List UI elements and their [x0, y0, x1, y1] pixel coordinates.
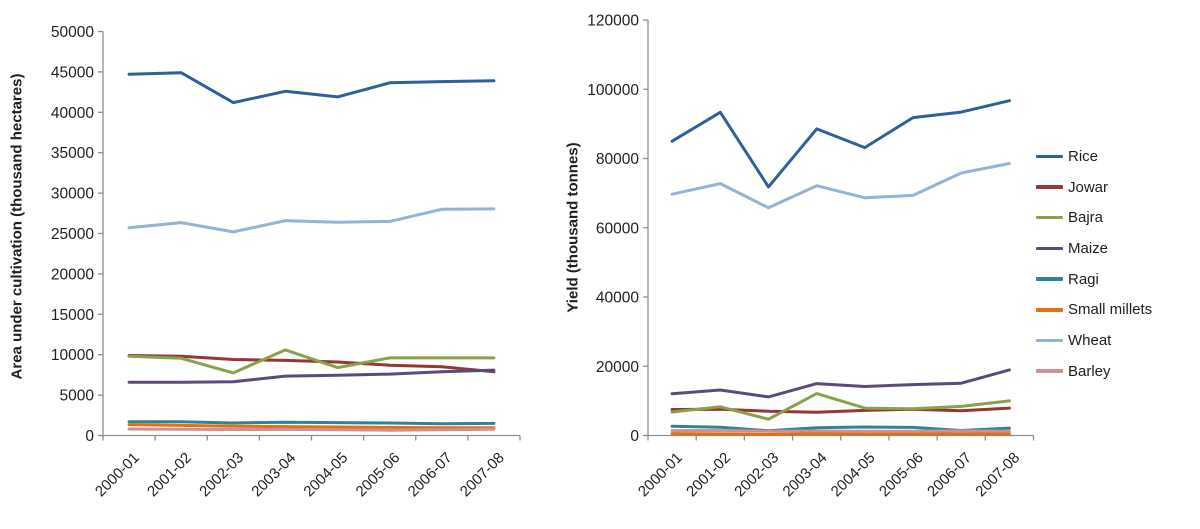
barley-line: [670, 429, 1011, 433]
y-tick-label: 5000: [60, 388, 95, 405]
yield-chart-y-axis-title: Yield (thousand tonnes): [564, 142, 582, 313]
x-tick-label: 2007-08: [457, 449, 508, 500]
y-tick-label: 40000: [596, 290, 639, 307]
legend-marker-line: [1036, 308, 1063, 312]
y-tick-label: 120000: [587, 13, 639, 30]
legend-marker-line: [1036, 215, 1063, 220]
y-tick-label: 10000: [51, 347, 94, 364]
legend-marker-line: [1036, 246, 1063, 251]
y-tick-label: 35000: [51, 145, 94, 162]
small-millets-line: [670, 432, 1011, 436]
x-tick-label: 2000-01: [92, 449, 143, 500]
x-tick-label: 2007-08: [972, 449, 1023, 500]
x-tick-label: 2006-07: [924, 449, 975, 500]
x-tick-label: 2004-05: [828, 449, 879, 500]
legend-label: Ragi: [1068, 270, 1099, 288]
y-tick-label: 20000: [596, 359, 639, 376]
legend-label: Rice: [1068, 147, 1099, 165]
y-tick-label: 25000: [51, 226, 94, 243]
legend-item-ragi: Ragi: [1036, 264, 1152, 295]
legend-label: Small millets: [1068, 301, 1153, 319]
area-chart-plot: 0 5000 10000 15000 20000 25000 30000 35000 40000…: [51, 24, 521, 500]
legend-item-small-millets: Small millets: [1036, 294, 1152, 325]
legend-marker-line: [1036, 154, 1063, 159]
rice-line: [670, 99, 1011, 189]
legend-item-barley: Barley: [1036, 356, 1152, 387]
jowar-line: [127, 354, 496, 374]
legend-marker-line: [1036, 277, 1063, 281]
area-chart-y-axis-title: Area under cultivation (thousand hectare…: [8, 73, 26, 380]
legend-label: Wheat: [1068, 331, 1112, 349]
y-tick-label: 30000: [51, 186, 94, 203]
legend-label: Bajra: [1068, 209, 1104, 227]
y-tick-label: 0: [630, 428, 639, 445]
x-tick-label: 2000-01: [635, 449, 686, 500]
y-tick-label: 100000: [587, 82, 639, 99]
x-tick-label: 2005-06: [353, 449, 404, 500]
x-tick-label: 2001-02: [683, 449, 734, 500]
y-tick-label: 15000: [51, 307, 94, 324]
maize-line: [670, 368, 1011, 399]
y-tick-label: 0: [85, 428, 94, 445]
yield-chart-plot: 0 20000 40000 60000 80000 100000 120000 2000-01…: [587, 13, 1035, 500]
legend-marker-line: [1036, 338, 1063, 343]
legend-item-wheat: Wheat: [1036, 325, 1152, 356]
y-tick-label: 45000: [51, 64, 94, 81]
legend-item-maize: Maize: [1036, 233, 1152, 264]
y-tick-label: 50000: [51, 24, 94, 41]
bajra-line: [670, 392, 1011, 421]
x-tick-label: 2006-07: [405, 449, 456, 500]
legend-label: Jowar: [1068, 178, 1109, 196]
rice-line: [127, 71, 496, 105]
y-tick-label: 80000: [596, 151, 639, 168]
wheat-line: [127, 207, 496, 234]
x-tick-label: 2004-05: [300, 449, 351, 500]
small-millets-line: [127, 423, 496, 430]
x-tick-label: 2002-03: [731, 449, 782, 500]
x-tick-label: 2003-04: [248, 449, 299, 500]
maize-line: [127, 368, 496, 384]
legend-marker-line: [1036, 185, 1063, 189]
y-tick-label: 60000: [596, 220, 639, 237]
ragi-line: [127, 420, 496, 426]
x-tick-label: 2005-06: [876, 449, 927, 500]
legend-label: Barley: [1068, 362, 1111, 380]
legend-item-jowar: Jowar: [1036, 172, 1152, 203]
x-tick-label: 2001-02: [144, 449, 195, 500]
legend-label: Maize: [1068, 239, 1109, 257]
legend-item-bajra: Bajra: [1036, 202, 1152, 233]
y-tick-label: 40000: [51, 105, 94, 122]
legend-item-rice: Rice: [1036, 141, 1152, 172]
x-tick-label: 2003-04: [780, 449, 831, 500]
bajra-line: [127, 348, 496, 375]
y-tick-label: 20000: [51, 266, 94, 283]
wheat-line: [670, 162, 1011, 210]
x-tick-label: 2002-03: [196, 449, 247, 500]
barley-line: [127, 427, 496, 432]
legend: Rice Jowar Bajra Maize Ragi Small millets Whea…: [1036, 141, 1152, 387]
legend-marker-line: [1036, 369, 1063, 373]
